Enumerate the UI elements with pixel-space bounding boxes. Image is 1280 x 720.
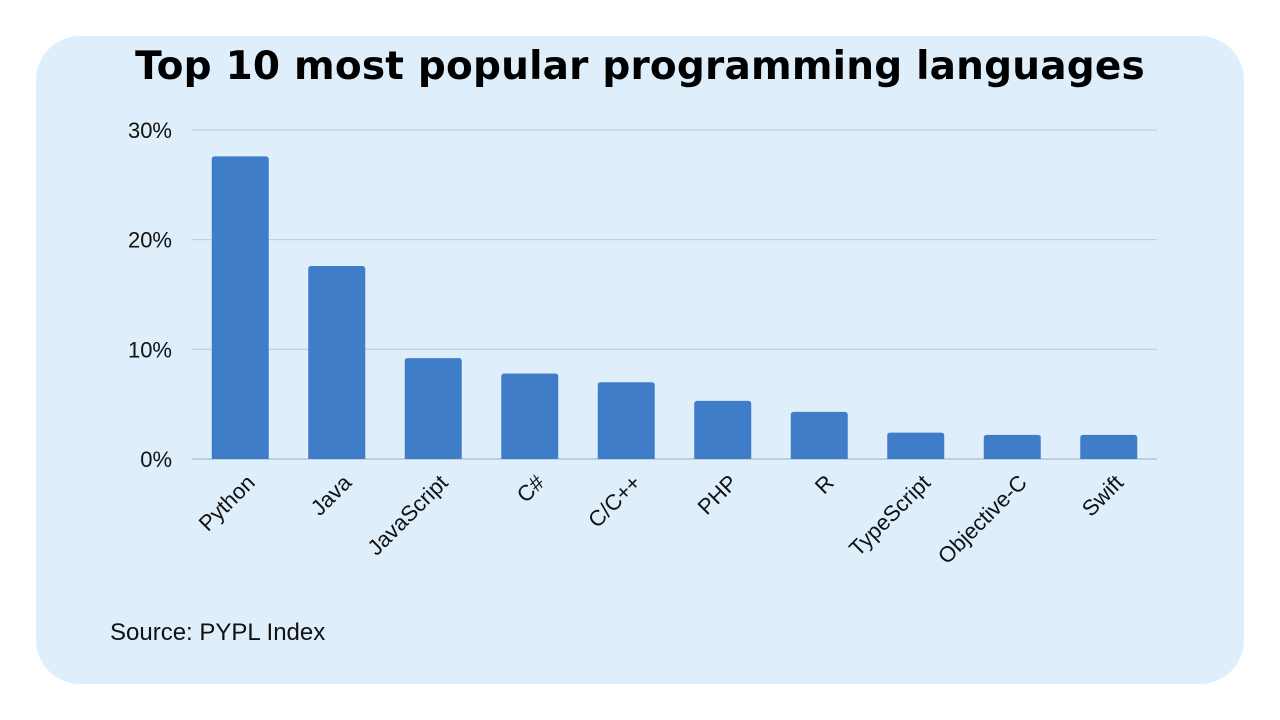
bar-python (211, 156, 269, 459)
bar-c- (501, 373, 559, 459)
y-axis-ticks: 0% 10% 20% 30% (128, 118, 172, 472)
x-tick-label: Objective-C (933, 470, 1032, 569)
y-tick-label: 10% (128, 337, 172, 362)
y-tick-label: 30% (128, 118, 172, 143)
bar-objective-c (983, 434, 1041, 459)
x-tick-label: R (810, 470, 839, 499)
bar-php (694, 400, 752, 459)
x-tick-label: TypeScript (844, 470, 935, 561)
bars (211, 156, 1138, 459)
x-tick-label: Swift (1077, 470, 1128, 521)
x-axis-ticks: Python Java JavaScript C# C/C++ PHP R TypeScrip… (194, 469, 1129, 568)
y-tick-label: 0% (140, 447, 172, 472)
chart-title: Top 10 most popular programming language… (135, 44, 1145, 89)
bar-c-c- (597, 382, 655, 459)
x-tick-label: C/C++ (583, 470, 646, 533)
x-tick-label: Python (194, 470, 260, 536)
bar-typescript (887, 432, 945, 459)
x-tick-label: C# (512, 469, 550, 507)
bar-javascript (404, 358, 462, 459)
bar-java (308, 265, 366, 459)
x-tick-label: Java (306, 469, 357, 520)
bar-swift (1080, 434, 1138, 459)
x-tick-label: JavaScript (362, 470, 452, 560)
bar-r (790, 411, 848, 459)
x-tick-label: PHP (693, 470, 743, 520)
y-tick-label: 20% (128, 228, 172, 253)
source-note: Source: PYPL Index (110, 619, 326, 646)
